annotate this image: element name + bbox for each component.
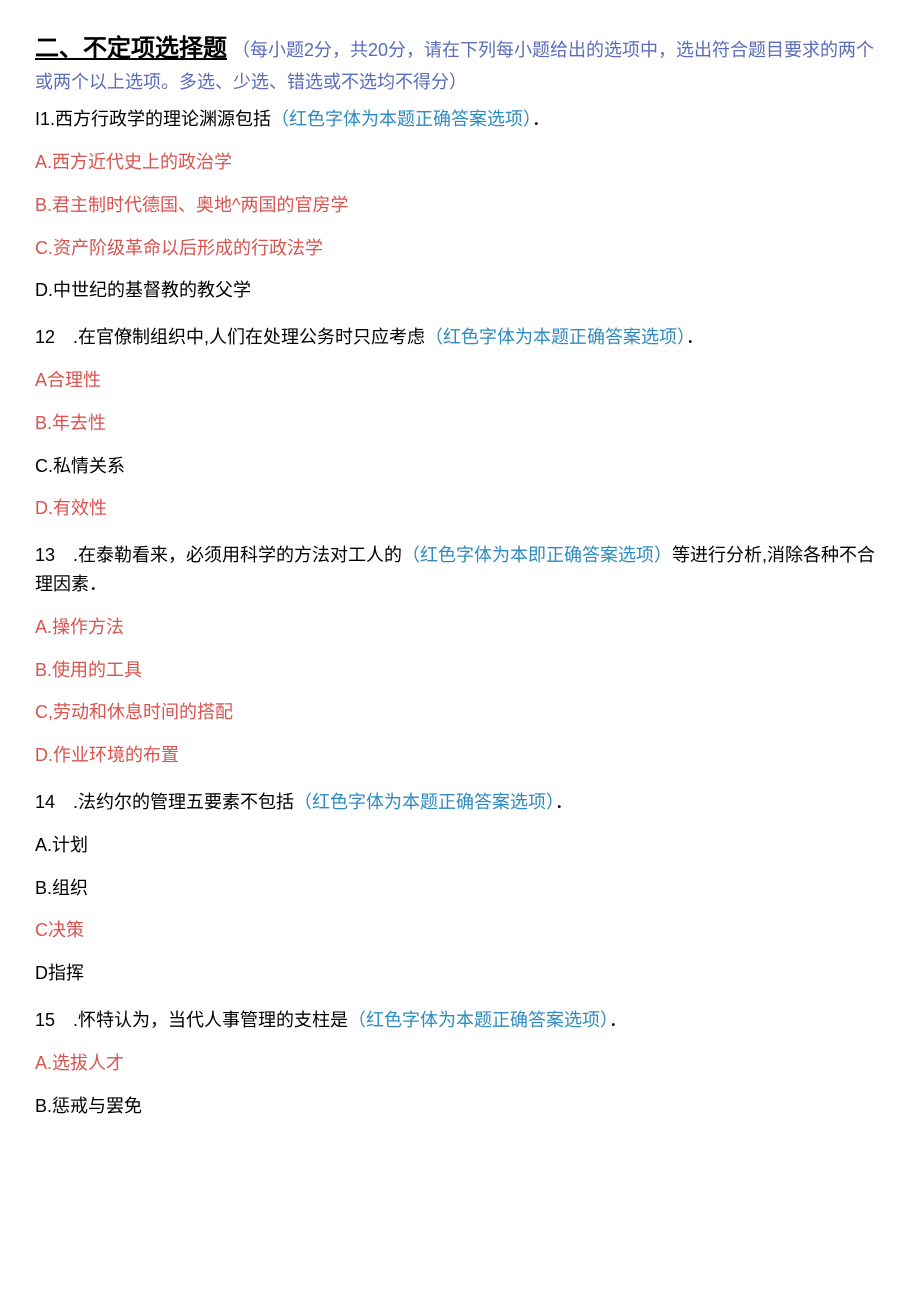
question-block: 15 .怀特认为，当代人事管理的支柱是（红色字体为本题正确答案选项）． A.选拔人… [35, 1006, 885, 1120]
option: C.私情关系 [35, 452, 885, 481]
question-text-pre: 法约尔的管理五要素不包括 [78, 792, 294, 812]
option: C.资产阶级革命以后形成的行政法学 [35, 234, 885, 263]
option: A.操作方法 [35, 613, 885, 642]
question-text-pre: 西方行政学的理论渊源包括 [55, 109, 271, 129]
section-title: 二、不定项选择题 [35, 35, 227, 62]
section-header: 二、不定项选择题 （每小题2分，共20分，请在下列每小题给出的选项中，选出符合题… [35, 30, 885, 97]
option: D.中世纪的基督教的教父学 [35, 276, 885, 305]
question-stem: 13 .在泰勒看来，必须用科学的方法对工人的（红色字体为本即正确答案选项）等进行… [35, 541, 885, 599]
question-text-pre: 在泰勒看来，必须用科学的方法对工人的 [78, 545, 402, 565]
option: B.惩戒与罢免 [35, 1092, 885, 1121]
answer-hint: （红色字体为本题正确答案选项） [271, 109, 532, 129]
answer-hint: （红色字体为本题正确答案选项） [425, 327, 686, 347]
option: B.年去性 [35, 409, 885, 438]
question-number: 15 . [35, 1010, 78, 1030]
question-stem: 15 .怀特认为，当代人事管理的支柱是（红色字体为本题正确答案选项）． [35, 1006, 885, 1035]
question-stem: 14 .法约尔的管理五要素不包括（红色字体为本题正确答案选项）． [35, 788, 885, 817]
option: B.组织 [35, 874, 885, 903]
question-block: I1.西方行政学的理论渊源包括（红色字体为本题正确答案选项）． A.西方近代史上的… [35, 105, 885, 305]
question-block: 13 .在泰勒看来，必须用科学的方法对工人的（红色字体为本即正确答案选项）等进行… [35, 541, 885, 770]
option: D指挥 [35, 959, 885, 988]
question-block: 12 .在官僚制组织中,人们在处理公务时只应考虑（红色字体为本题正确答案选项）．… [35, 323, 885, 523]
option: A.选拔人才 [35, 1049, 885, 1078]
answer-hint: （红色字体为本题正确答案选项） [294, 792, 555, 812]
option: D.作业环境的布置 [35, 741, 885, 770]
question-text-post: ． [686, 327, 704, 347]
question-text-post: ． [609, 1010, 627, 1030]
question-number: 14 . [35, 792, 78, 812]
question-stem: I1.西方行政学的理论渊源包括（红色字体为本题正确答案选项）． [35, 105, 885, 134]
option: A合理性 [35, 366, 885, 395]
option: C决策 [35, 916, 885, 945]
option: A.计划 [35, 831, 885, 860]
question-block: 14 .法约尔的管理五要素不包括（红色字体为本题正确答案选项）． A.计划 B.组织… [35, 788, 885, 988]
option: D.有效性 [35, 494, 885, 523]
answer-hint: （红色字体为本题正确答案选项） [348, 1010, 609, 1030]
question-text-post: ． [555, 792, 573, 812]
question-number: 12 . [35, 327, 78, 347]
question-text-pre: 怀特认为，当代人事管理的支柱是 [78, 1010, 348, 1030]
question-stem: 12 .在官僚制组织中,人们在处理公务时只应考虑（红色字体为本题正确答案选项）． [35, 323, 885, 352]
question-text-post: ． [532, 109, 550, 129]
question-text-pre: 在官僚制组织中,人们在处理公务时只应考虑 [78, 327, 425, 347]
answer-hint: （红色字体为本即正确答案选项） [402, 545, 672, 565]
question-number: I1. [35, 109, 55, 129]
option: A.西方近代史上的政治学 [35, 148, 885, 177]
option: B.使用的工具 [35, 656, 885, 685]
option: B.君主制时代德国、奥地^两国的官房学 [35, 191, 885, 220]
questions-container: I1.西方行政学的理论渊源包括（红色字体为本题正确答案选项）．A.西方近代史上的… [35, 105, 885, 1120]
question-number: 13 . [35, 545, 78, 565]
option: C,劳动和休息时间的搭配 [35, 698, 885, 727]
